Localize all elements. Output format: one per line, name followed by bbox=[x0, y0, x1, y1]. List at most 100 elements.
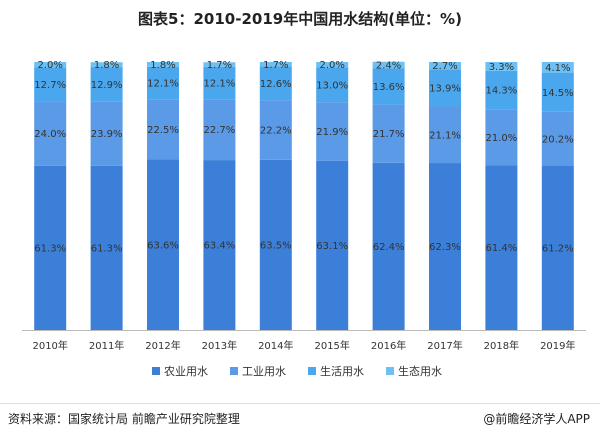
bar-segment bbox=[372, 104, 405, 163]
bar-segment bbox=[34, 67, 67, 102]
bar-segment bbox=[316, 62, 349, 68]
data-label: 63.5% bbox=[260, 240, 292, 251]
bar-segment bbox=[485, 62, 518, 71]
bar-segment bbox=[372, 68, 405, 105]
data-label: 22.7% bbox=[204, 125, 236, 136]
data-label: 63.4% bbox=[204, 241, 236, 252]
data-label: 1.8% bbox=[94, 60, 119, 71]
data-label: 2.0% bbox=[319, 60, 344, 71]
data-label: 1.7% bbox=[207, 60, 232, 71]
bar-segment bbox=[541, 72, 574, 112]
data-label: 61.3% bbox=[34, 243, 66, 254]
x-tick-label: 2012年 bbox=[145, 339, 180, 352]
data-label: 12.6% bbox=[260, 79, 292, 90]
data-label: 13.9% bbox=[429, 83, 461, 94]
x-tick-label: 2018年 bbox=[484, 339, 519, 352]
footer-divider bbox=[0, 403, 600, 404]
data-label: 12.1% bbox=[204, 79, 236, 90]
bar-segment bbox=[90, 62, 123, 68]
bar-segment bbox=[259, 62, 292, 67]
bar-segment bbox=[429, 106, 461, 164]
data-label: 4.1% bbox=[545, 63, 570, 74]
legend: 农业用水 工业用水 生活用水 生态用水 bbox=[152, 364, 442, 378]
legend-swatch bbox=[308, 367, 316, 375]
bar-segment bbox=[203, 62, 236, 67]
x-tick-label: 2017年 bbox=[427, 339, 462, 352]
bar-segment bbox=[34, 62, 67, 68]
x-tick-labels-layer: 2010年 2011年 2012年 2013年 2014年 2015年 2016年 2017年… bbox=[32, 339, 575, 352]
bar-segment bbox=[203, 160, 236, 330]
data-label: 21.1% bbox=[429, 130, 461, 141]
data-label: 63.6% bbox=[147, 240, 179, 251]
bar-segment bbox=[147, 66, 179, 100]
data-label: 61.4% bbox=[486, 243, 518, 254]
x-tick-label: 2014年 bbox=[258, 339, 293, 352]
data-label: 14.5% bbox=[542, 88, 574, 99]
legend-label: 生活用水 bbox=[320, 364, 364, 378]
data-label: 21.9% bbox=[316, 127, 348, 138]
bar-segment bbox=[429, 163, 461, 330]
bar-segment bbox=[90, 67, 123, 102]
bar-segment bbox=[90, 101, 123, 166]
legend-label: 农业用水 bbox=[164, 364, 208, 378]
data-label: 21.0% bbox=[486, 133, 518, 144]
brand-credit: @前瞻经济学人APP bbox=[483, 412, 590, 426]
bar-segment bbox=[203, 99, 236, 161]
bar-segment bbox=[429, 62, 461, 70]
data-label: 63.1% bbox=[316, 241, 348, 252]
data-label: 13.0% bbox=[316, 80, 348, 91]
legend-swatch bbox=[386, 367, 394, 375]
bar-segment bbox=[541, 111, 574, 166]
x-tick-label: 2010年 bbox=[32, 339, 67, 352]
data-label: 22.5% bbox=[147, 125, 179, 136]
data-label: 12.7% bbox=[34, 80, 66, 91]
data-label: 20.2% bbox=[542, 134, 574, 145]
x-tick-label: 2019年 bbox=[540, 339, 575, 352]
bar-segment bbox=[147, 99, 179, 160]
bar-segment bbox=[541, 62, 574, 73]
bar-segment bbox=[485, 165, 518, 330]
chart-title: 图表5：2010-2019年中国用水结构(单位：%) bbox=[138, 10, 462, 28]
bar-segment bbox=[316, 67, 349, 103]
bar-segment bbox=[259, 66, 292, 101]
data-label: 2.4% bbox=[376, 60, 401, 71]
legend-label: 工业用水 bbox=[242, 365, 286, 378]
data-label: 14.3% bbox=[486, 86, 518, 97]
bar-segment bbox=[541, 165, 574, 330]
bar-segment bbox=[259, 159, 292, 330]
bar-segment bbox=[316, 102, 349, 161]
data-label: 61.2% bbox=[542, 243, 574, 254]
bars-layer bbox=[34, 61, 574, 330]
bar-segment bbox=[147, 159, 179, 330]
data-label: 3.3% bbox=[489, 62, 514, 73]
bar-segment bbox=[90, 165, 123, 330]
data-label: 24.0% bbox=[34, 129, 66, 140]
bar-segment bbox=[372, 162, 405, 330]
bar-segment bbox=[203, 66, 236, 100]
bar-segment bbox=[34, 101, 67, 166]
data-label: 2.7% bbox=[432, 61, 457, 72]
data-label: 1.7% bbox=[263, 60, 288, 71]
data-label: 2.0% bbox=[37, 60, 62, 71]
data-label: 22.2% bbox=[260, 126, 292, 137]
data-label: 1.8% bbox=[150, 60, 175, 71]
x-tick-label: 2011年 bbox=[89, 339, 124, 352]
data-label: 62.3% bbox=[429, 242, 461, 253]
bar-segment bbox=[34, 165, 67, 330]
bar-segment bbox=[259, 100, 292, 160]
data-label: 12.9% bbox=[91, 80, 123, 91]
bar-segment bbox=[485, 70, 518, 110]
data-label: 12.1% bbox=[147, 79, 179, 90]
x-tick-label: 2013年 bbox=[202, 339, 237, 352]
x-tick-label: 2015年 bbox=[314, 339, 349, 352]
data-label: 21.7% bbox=[373, 129, 405, 140]
data-label: 13.6% bbox=[373, 82, 405, 93]
legend-swatch bbox=[152, 367, 160, 375]
data-label: 62.4% bbox=[373, 242, 405, 253]
bar-segment bbox=[485, 109, 518, 166]
bar-segment bbox=[147, 62, 179, 67]
data-label: 61.3% bbox=[91, 243, 123, 254]
legend-swatch bbox=[230, 367, 238, 375]
bar-segment bbox=[429, 69, 461, 107]
